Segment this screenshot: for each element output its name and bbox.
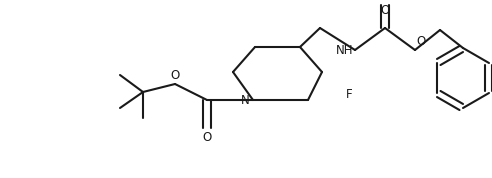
Text: O: O: [416, 35, 425, 48]
Text: F: F: [346, 88, 353, 101]
Text: NH: NH: [336, 43, 353, 56]
Text: O: O: [380, 4, 390, 17]
Text: N: N: [241, 93, 250, 106]
Text: O: O: [170, 69, 180, 82]
Text: O: O: [202, 131, 212, 144]
